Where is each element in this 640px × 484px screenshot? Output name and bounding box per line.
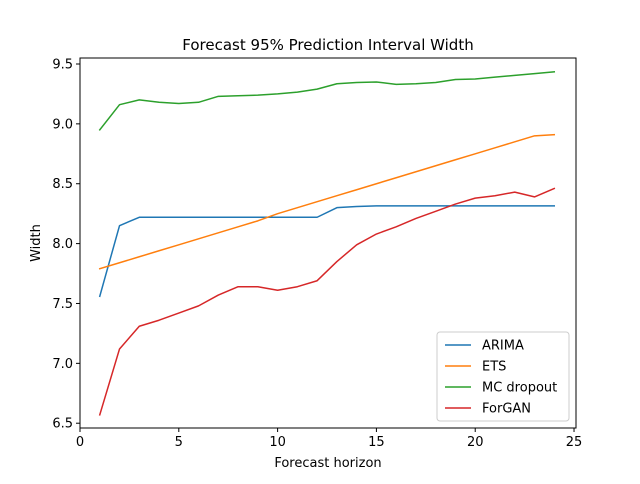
series-line-mc-dropout <box>98 70 556 131</box>
series-line-ets <box>98 133 556 270</box>
x-tick-label: 0 <box>76 435 84 450</box>
x-axis: 0 5 10 15 20 25 <box>76 428 582 450</box>
y-tick-label: 8.0 <box>52 237 73 252</box>
y-tick-label: 6.5 <box>52 417 73 432</box>
legend-label-arima: ARIMA <box>482 339 524 354</box>
legend-box <box>436 331 570 422</box>
legend-label-mc-dropout: MC dropout <box>482 381 557 396</box>
x-axis-label: Forecast horizon <box>274 456 381 471</box>
y-tick-label: 9.0 <box>52 117 73 132</box>
x-tick-label: 25 <box>566 435 583 450</box>
x-tick-label: 10 <box>269 435 286 450</box>
plot-frame <box>79 57 577 429</box>
series-line-arima <box>98 205 556 298</box>
axes-frame <box>79 57 577 429</box>
y-tick-label: 8.5 <box>52 177 73 192</box>
legend-label-ets: ETS <box>482 360 506 375</box>
y-tick-label: 7.0 <box>52 357 73 372</box>
legend: ARIMA ETS MC dropout ForGAN <box>436 331 570 422</box>
y-tick-label: 7.5 <box>52 297 73 312</box>
x-tick-label: 15 <box>368 435 385 450</box>
chart-title: Forecast 95% Prediction Interval Width <box>182 36 473 54</box>
y-axis-label: Width <box>29 224 44 262</box>
legend-label-forgan: ForGAN <box>482 402 531 417</box>
y-axis: 6.5 7.0 7.5 8.0 8.5 9.0 9.5 <box>52 57 80 432</box>
x-tick-label: 20 <box>467 435 484 450</box>
series-layer <box>98 70 556 416</box>
x-tick-label: 5 <box>175 435 183 450</box>
y-tick-label: 9.5 <box>52 57 73 72</box>
series-line-forgan <box>98 187 556 416</box>
